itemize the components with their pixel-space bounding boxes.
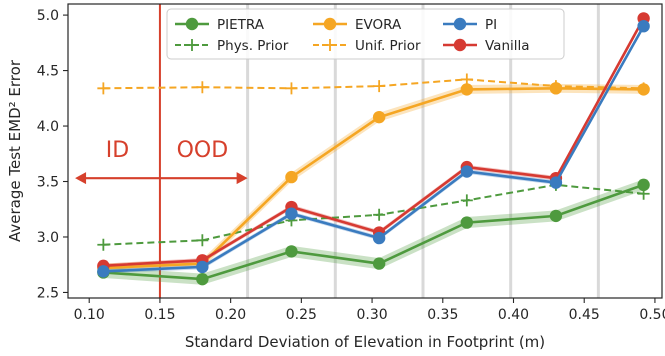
legend-swatch-marker xyxy=(453,17,467,31)
y-tick-label: 2.5 xyxy=(37,285,59,301)
legend-label: Phys. Prior xyxy=(217,38,289,54)
x-tick-label: 0.40 xyxy=(498,307,529,323)
arrow-right-head xyxy=(236,172,248,185)
y-tick-label: 5.0 xyxy=(37,8,59,24)
data-point xyxy=(97,238,110,251)
data-point xyxy=(285,170,298,184)
data-point xyxy=(549,176,563,189)
y-tick-label: 4.0 xyxy=(37,119,59,135)
annotation-ood: OOD xyxy=(177,138,229,163)
data-point xyxy=(196,260,209,274)
data-point xyxy=(97,265,110,278)
annotation-layer: ID OOD xyxy=(75,138,248,185)
data-point xyxy=(97,82,110,95)
series-band xyxy=(103,83,644,273)
x-tick-label: 0.15 xyxy=(144,307,175,323)
x-tick-label: 0.35 xyxy=(427,307,458,323)
legend-label: Vanilla xyxy=(485,38,530,54)
legend-swatch-marker xyxy=(324,39,336,51)
y-axis-title: Average Test EMD² Error xyxy=(6,59,24,242)
arrow-left-head xyxy=(75,172,87,185)
legend-label: Unif. Prior xyxy=(355,38,421,54)
annotation-id: ID xyxy=(106,138,129,163)
x-axis-title: Standard Deviation of Elevation in Footp… xyxy=(185,333,545,351)
data-point xyxy=(637,19,650,33)
y-tick-label: 4.5 xyxy=(37,64,59,80)
data-point xyxy=(372,231,386,245)
axis-layer: 0.10 0.15 0.20 0.25 0.30 0.35 0.40 0.45 0.50 2.5 3… xyxy=(6,3,665,351)
legend-label: PI xyxy=(485,17,497,33)
x-tick-label: 0.30 xyxy=(356,307,387,323)
data-point xyxy=(196,81,209,94)
data-point xyxy=(196,272,209,286)
plot-frame xyxy=(67,3,663,299)
y-tick-label: 3.5 xyxy=(37,175,59,191)
legend-label: EVORA xyxy=(355,17,402,33)
data-point xyxy=(460,216,474,229)
x-tick-label: 0.50 xyxy=(639,307,665,323)
legend-swatch-marker xyxy=(185,17,199,31)
data-point xyxy=(196,234,209,247)
data-point xyxy=(372,257,386,270)
data-point xyxy=(637,83,650,96)
data-point xyxy=(285,82,298,95)
data-point xyxy=(460,165,474,178)
legend-layer: PIETRA EVORA PI Phys. Prior Unif. Prior Vanil… xyxy=(166,8,565,60)
data-point xyxy=(549,209,563,223)
x-tick-label: 0.45 xyxy=(569,307,600,323)
y-tick-label: 3.0 xyxy=(37,230,59,246)
x-tick-label: 0.25 xyxy=(286,307,317,323)
legend-swatch-marker xyxy=(186,39,198,51)
data-point xyxy=(373,80,386,93)
legend-swatch-marker xyxy=(453,38,467,52)
data-point xyxy=(549,82,563,95)
data-point xyxy=(285,245,298,258)
x-tick-label: 0.10 xyxy=(74,307,105,323)
data-point xyxy=(460,83,474,96)
data-point xyxy=(637,178,650,192)
legend-swatch-marker xyxy=(323,17,337,31)
series-layer xyxy=(97,12,650,286)
x-tick-label: 0.20 xyxy=(215,307,246,323)
data-point xyxy=(372,110,386,124)
data-point xyxy=(460,194,473,207)
data-point xyxy=(285,207,298,220)
legend-label: PIETRA xyxy=(217,17,265,33)
data-point xyxy=(373,208,386,221)
